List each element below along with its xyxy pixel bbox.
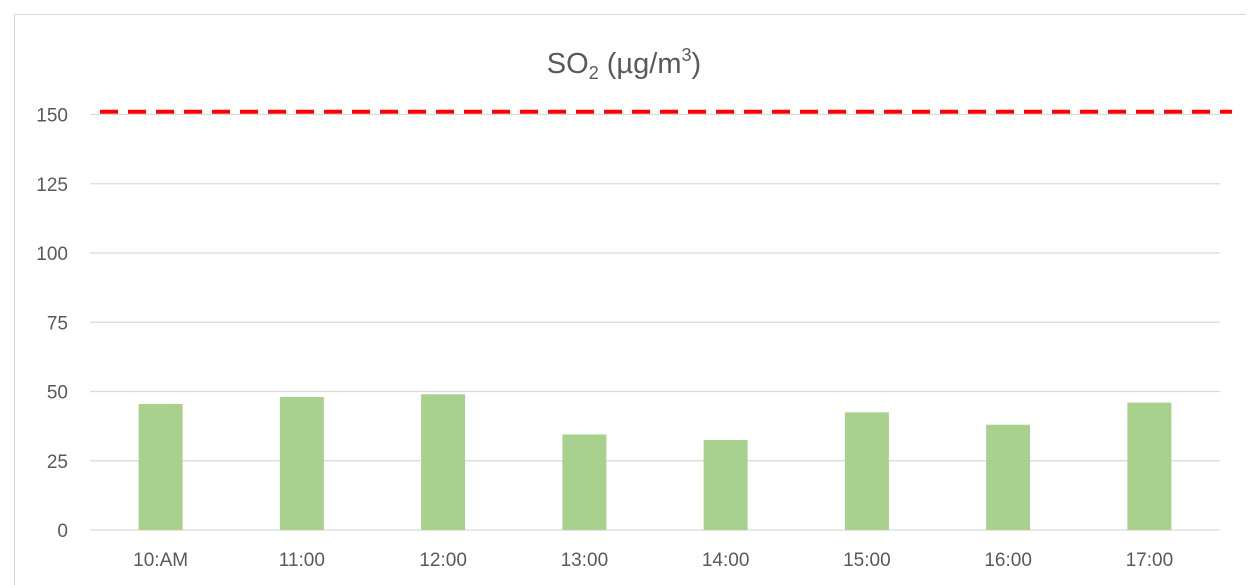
chart-title-base: SO (546, 48, 589, 80)
x-tick-label: 12:00 (419, 550, 467, 571)
chart-title-superscript: 3 (681, 45, 692, 65)
bar (421, 394, 466, 530)
bar (986, 424, 1031, 530)
bar (844, 412, 889, 530)
y-tick-label: 125 (36, 175, 68, 196)
bar (138, 403, 183, 530)
bar (279, 397, 324, 530)
bar (562, 434, 607, 530)
y-tick-label: 50 (47, 383, 68, 404)
chart-title-subscript: 2 (588, 63, 599, 83)
x-tick-label: 13:00 (561, 550, 609, 571)
bar (703, 439, 748, 530)
x-tick-label: 15:00 (843, 550, 891, 571)
x-axis-tick-labels: 10:AM 11:00 12:00 13:00 14:00 15:00 16:00 17:00 (133, 550, 1173, 571)
bar (1127, 402, 1172, 530)
x-tick-label: 14:00 (702, 550, 750, 571)
y-tick-label: 75 (47, 313, 68, 334)
chart-area (14, 14, 1246, 585)
y-tick-label: 100 (36, 244, 68, 265)
bars (138, 394, 1172, 530)
x-tick-label: 11:00 (279, 550, 325, 571)
chart-title-middle: (µg/m (598, 48, 682, 80)
y-axis-tick-labels: 0 25 50 75 100 125 150 (36, 106, 68, 543)
y-tick-label: 0 (57, 521, 68, 542)
x-tick-label: 10:AM (133, 550, 188, 571)
chart-title-end: ) (691, 48, 702, 80)
gridlines (90, 113, 1220, 531)
chart-title: SO2 (µg/m3) (0, 38, 1248, 90)
x-tick-label: 16:00 (984, 550, 1032, 571)
x-tick-label: 17:00 (1126, 550, 1174, 571)
y-tick-label: 150 (36, 106, 68, 127)
y-tick-label: 25 (47, 452, 68, 473)
